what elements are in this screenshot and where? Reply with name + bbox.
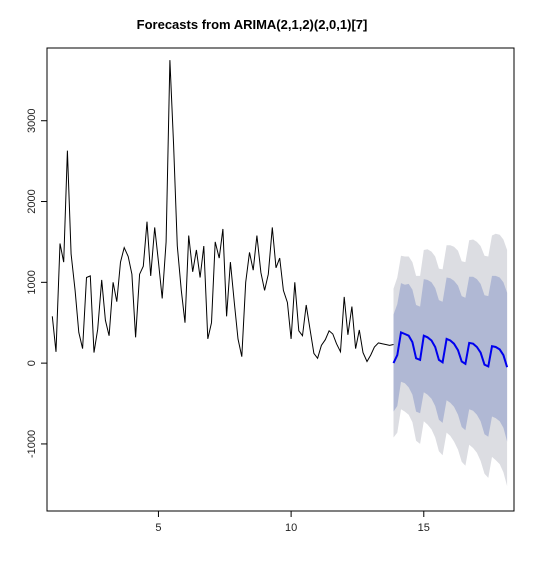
prediction-interval-80 <box>393 275 508 442</box>
forecast-series <box>392 330 509 368</box>
band-80-area <box>393 275 508 442</box>
forecast-line <box>392 330 509 368</box>
history-line <box>51 60 394 363</box>
x-tick-label: 5 <box>155 522 161 534</box>
y-axis: -1000 0 1000 2000 3000 <box>26 108 48 458</box>
y-tick-label: 3000 <box>26 108 38 132</box>
y-tick-label: -1000 <box>26 430 38 458</box>
chart-title: Forecasts from ARIMA(2,1,2)(2,0,1)[7] <box>137 17 368 32</box>
x-tick-label: 15 <box>418 522 430 534</box>
x-tick-label: 10 <box>285 522 297 534</box>
y-tick-label: 1000 <box>26 270 38 294</box>
y-tick-label: 2000 <box>26 189 38 213</box>
x-axis: 5 10 15 <box>155 510 430 534</box>
y-tick-label: 0 <box>26 360 38 366</box>
history-series <box>51 60 394 363</box>
